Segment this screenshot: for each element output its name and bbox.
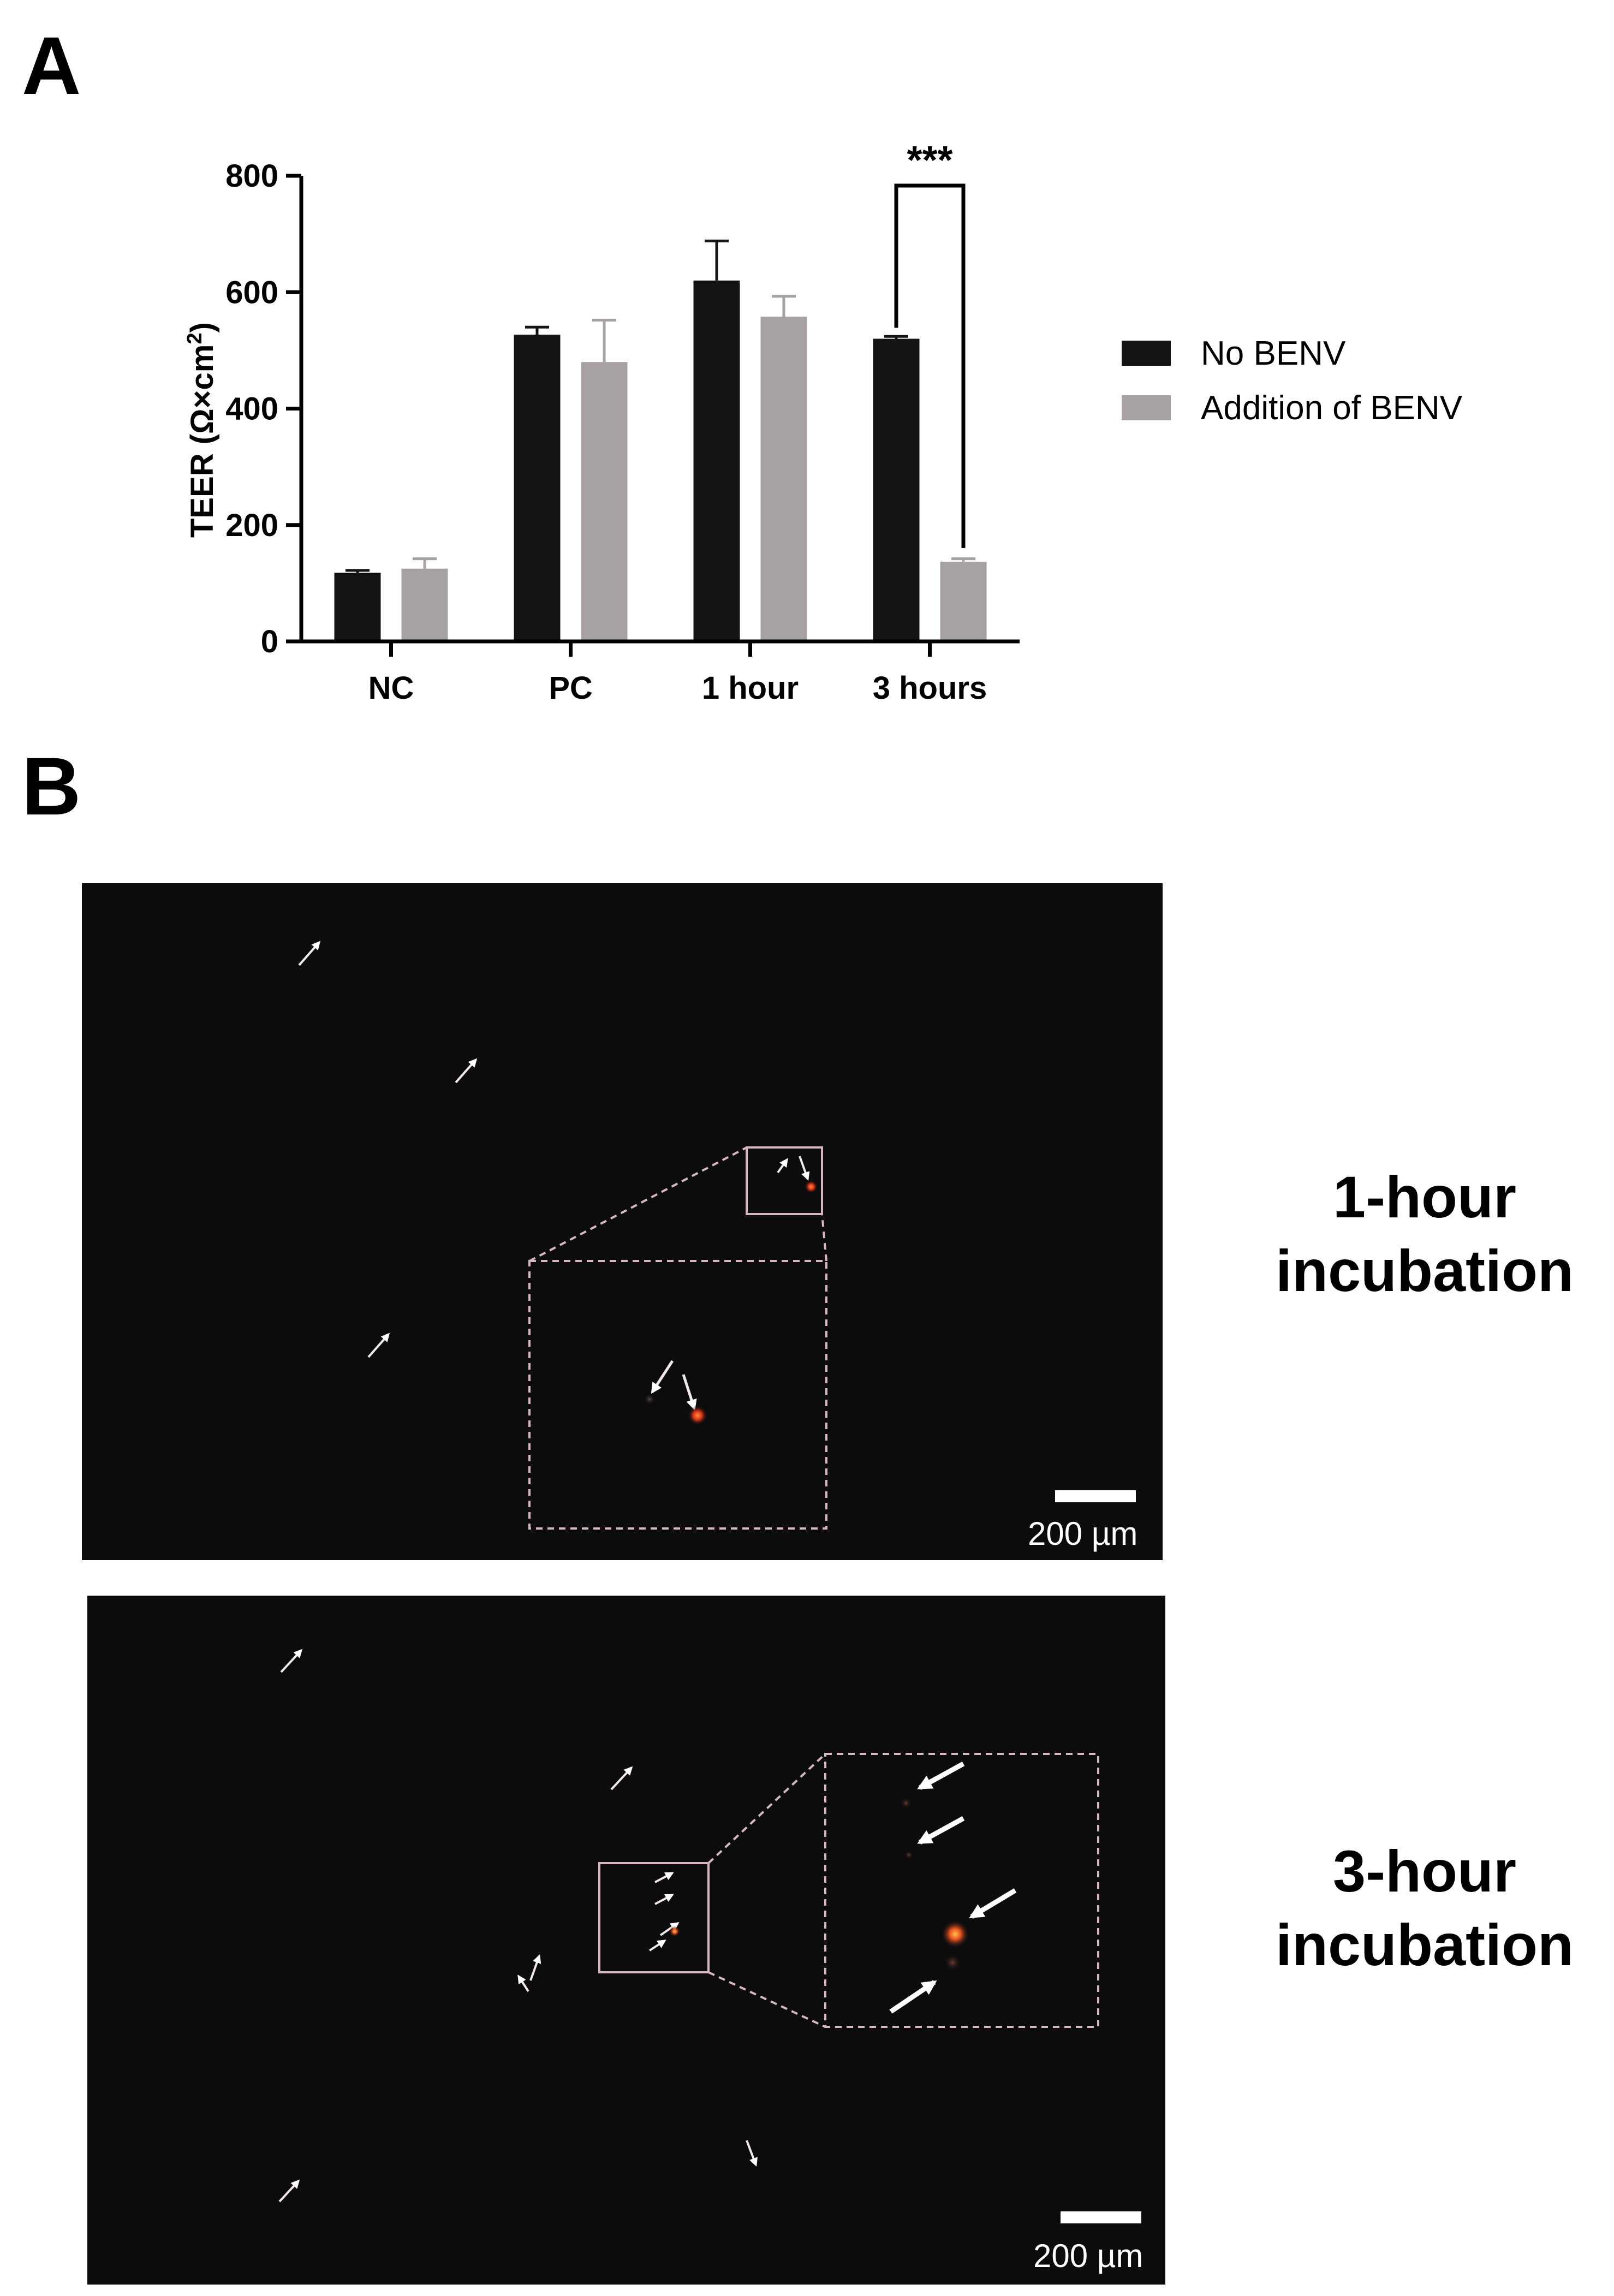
scale-label: 200 µm bbox=[1028, 1515, 1138, 1552]
y-tick-label: 800 bbox=[225, 158, 278, 194]
y-tick-label: 600 bbox=[225, 275, 278, 310]
scale-bar bbox=[1061, 2211, 1141, 2223]
bar bbox=[401, 568, 448, 641]
scale-bar bbox=[1055, 1490, 1136, 1502]
arrow-marks bbox=[298, 941, 810, 1411]
legend-label: No BENV bbox=[1201, 335, 1346, 372]
bar bbox=[514, 335, 561, 641]
significance-stars: *** bbox=[907, 139, 952, 182]
panel-b-letter: B bbox=[22, 740, 81, 832]
x-axis-labels: NC PC 1 hour 3 hours bbox=[368, 641, 987, 706]
chart-legend: No BENV Addition of BENV bbox=[1122, 335, 1463, 427]
legend-label: Addition of BENV bbox=[1201, 389, 1463, 427]
chart-bars bbox=[334, 239, 987, 641]
bar bbox=[581, 362, 628, 641]
caption-line-1: 1-hour bbox=[1333, 1164, 1516, 1230]
inset-source-box bbox=[746, 1146, 823, 1215]
y-tick-label: 400 bbox=[225, 391, 278, 427]
inset-zoom-box bbox=[824, 1753, 1099, 2028]
panel-a-letter: A bbox=[22, 20, 81, 111]
bar bbox=[693, 280, 740, 641]
inset-zoom-box bbox=[528, 1260, 827, 1530]
bar bbox=[873, 338, 920, 641]
legend-swatch bbox=[1122, 341, 1171, 366]
bar bbox=[760, 317, 807, 641]
caption-line-1: 3-hour bbox=[1333, 1838, 1516, 1904]
significance-bracket-line bbox=[894, 183, 966, 548]
y-axis-title: TEER (Ω×cm2) bbox=[183, 322, 220, 538]
teer-bar-chart: 0 200 400 600 800 NC PC 1 hour 3 hours TEER (Ω×… bbox=[183, 139, 1463, 706]
x-tick-label: NC bbox=[368, 670, 414, 706]
caption-line-2: incubation bbox=[1276, 1912, 1574, 1978]
legend-swatch bbox=[1122, 395, 1171, 420]
bar bbox=[334, 573, 381, 641]
micrograph-1-hour: 200 µm bbox=[82, 883, 1163, 1560]
arrow-marks bbox=[278, 1649, 758, 2203]
inset-source-box bbox=[598, 1862, 710, 1973]
zoom-arrow-marks bbox=[889, 1762, 1017, 2014]
x-tick-label: 1 hour bbox=[702, 670, 799, 706]
caption-line-2: incubation bbox=[1276, 1238, 1574, 1304]
y-tick-label: 0 bbox=[261, 624, 278, 659]
scale-label: 200 µm bbox=[1033, 2238, 1144, 2274]
micrograph-1-caption: 1-hour incubation bbox=[1234, 1160, 1614, 1307]
micrograph-3-hour: 200 µm bbox=[87, 1596, 1165, 2285]
significance-bracket: *** bbox=[894, 139, 966, 548]
y-axis-ticks: 0 200 400 600 800 bbox=[225, 158, 301, 659]
x-tick-label: 3 hours bbox=[873, 670, 987, 706]
y-tick-label: 200 bbox=[225, 508, 278, 543]
micrograph-2-caption: 3-hour incubation bbox=[1234, 1834, 1614, 1982]
bar bbox=[940, 561, 987, 641]
x-tick-label: PC bbox=[549, 670, 593, 706]
